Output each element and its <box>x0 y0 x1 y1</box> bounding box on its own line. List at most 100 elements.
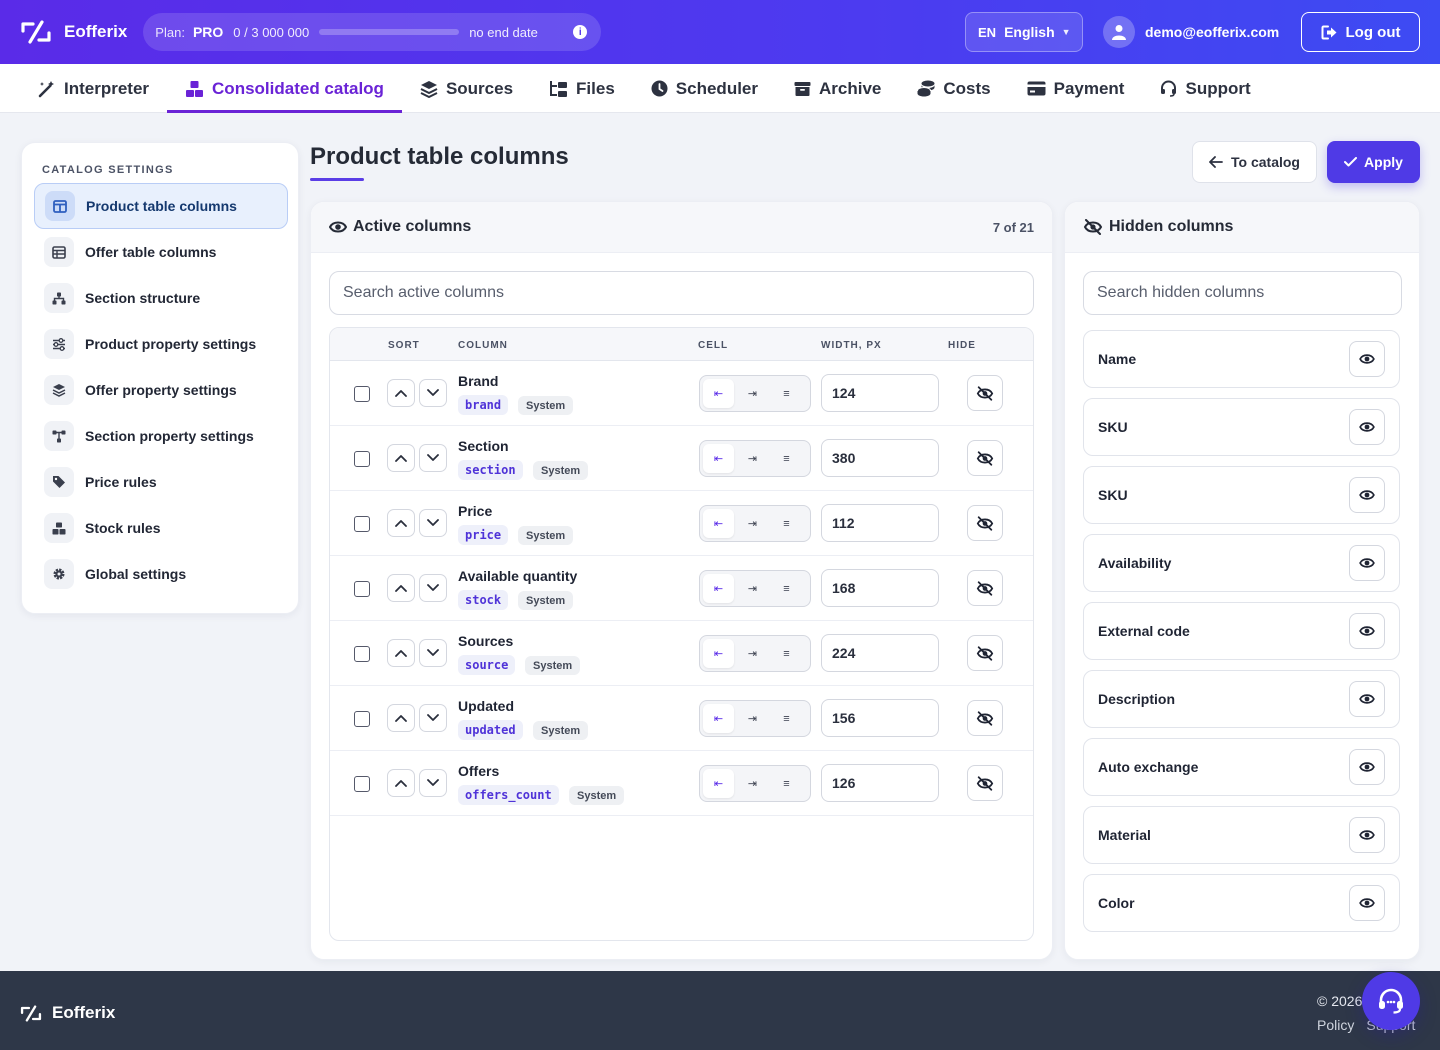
sidebar-item-stock-rules[interactable]: Stock rules <box>34 505 288 551</box>
row-checkbox[interactable] <box>354 711 370 727</box>
sidebar-item-offer-table-columns[interactable]: Offer table columns <box>34 229 288 275</box>
move-down-button[interactable] <box>419 444 447 472</box>
user-menu[interactable]: demo@eofferix.com <box>1103 16 1279 48</box>
show-column-button[interactable] <box>1349 545 1385 581</box>
row-checkbox[interactable] <box>354 386 370 402</box>
move-down-button[interactable] <box>419 379 447 407</box>
move-up-button[interactable] <box>387 509 415 537</box>
show-column-button[interactable] <box>1349 613 1385 649</box>
cell-align-group: ⇤ ⇥ ≡ <box>699 570 811 607</box>
move-down-button[interactable] <box>419 509 447 537</box>
column-name: Offers <box>458 763 500 779</box>
align-right-button[interactable]: ⇥ <box>747 453 758 465</box>
column-width-input[interactable]: 380 <box>821 439 939 477</box>
nav-interpreter[interactable]: Interpreter <box>20 64 167 113</box>
hide-column-button[interactable] <box>967 375 1003 411</box>
row-checkbox[interactable] <box>354 516 370 532</box>
move-up-button[interactable] <box>387 639 415 667</box>
row-checkbox[interactable] <box>354 451 370 467</box>
align-left-button[interactable]: ⇤ <box>703 769 734 798</box>
show-column-button[interactable] <box>1349 681 1385 717</box>
align-left-button[interactable]: ⇤ <box>703 444 734 473</box>
support-chat-button[interactable] <box>1362 972 1420 1030</box>
column-width-input[interactable]: 126 <box>821 764 939 802</box>
nav-archive[interactable]: Archive <box>776 64 899 113</box>
to-catalog-button[interactable]: To catalog <box>1192 141 1317 183</box>
hide-column-button[interactable] <box>967 765 1003 801</box>
nav-consolidated-catalog[interactable]: Consolidated catalog <box>167 64 402 113</box>
align-justify-button[interactable]: ≡ <box>783 712 790 725</box>
align-justify-button[interactable]: ≡ <box>783 517 790 530</box>
align-justify-button[interactable]: ≡ <box>783 387 790 400</box>
nav-payment[interactable]: Payment <box>1009 64 1143 113</box>
catalog-settings-sidebar: CATALOG SETTINGS Product table columns O… <box>21 142 299 614</box>
footer-link-policy[interactable]: Policy <box>1317 1017 1355 1033</box>
column-width-input[interactable]: 224 <box>821 634 939 672</box>
column-width-input[interactable]: 156 <box>821 699 939 737</box>
align-left-button[interactable]: ⇤ <box>703 509 734 538</box>
sidebar-item-label: Offer property settings <box>85 382 237 398</box>
footer-brand[interactable]: Eofferix <box>20 1003 115 1023</box>
move-up-button[interactable] <box>387 769 415 797</box>
sidebar-item-section-structure[interactable]: Section structure <box>34 275 288 321</box>
move-up-button[interactable] <box>387 379 415 407</box>
search-hidden-columns-input[interactable]: Search hidden columns <box>1083 271 1402 315</box>
align-right-button[interactable]: ⇥ <box>747 388 758 400</box>
apply-button[interactable]: Apply <box>1327 141 1420 183</box>
align-justify-button[interactable]: ≡ <box>783 452 790 465</box>
align-right-button[interactable]: ⇥ <box>747 778 758 790</box>
row-checkbox[interactable] <box>354 581 370 597</box>
align-left-button[interactable]: ⇤ <box>703 639 734 668</box>
row-checkbox[interactable] <box>354 776 370 792</box>
show-column-button[interactable] <box>1349 409 1385 445</box>
hide-column-button[interactable] <box>967 700 1003 736</box>
hide-column-button[interactable] <box>967 635 1003 671</box>
sidebar-item-price-rules[interactable]: Price rules <box>34 459 288 505</box>
column-width-input[interactable]: 124 <box>821 374 939 412</box>
nav-sources[interactable]: Sources <box>402 64 531 113</box>
sidebar-item-product-property-settings[interactable]: Product property settings <box>34 321 288 367</box>
align-left-button[interactable]: ⇤ <box>703 379 734 408</box>
language-select[interactable]: EN English ▼ <box>965 12 1083 52</box>
hide-column-button[interactable] <box>967 440 1003 476</box>
nav-costs[interactable]: Costs <box>899 64 1008 113</box>
move-up-button[interactable] <box>387 444 415 472</box>
move-up-button[interactable] <box>387 574 415 602</box>
sidebar-item-product-table-columns[interactable]: Product table columns <box>34 183 288 229</box>
search-active-columns-input[interactable]: Search active columns <box>329 271 1034 315</box>
align-right-button[interactable]: ⇥ <box>747 648 758 660</box>
nav-scheduler[interactable]: Scheduler <box>633 64 776 113</box>
brand-logo[interactable]: Eofferix <box>20 20 127 44</box>
show-column-button[interactable] <box>1349 817 1385 853</box>
row-checkbox[interactable] <box>354 646 370 662</box>
layers-icon <box>44 375 74 405</box>
sidebar-item-global-settings[interactable]: Global settings <box>34 551 288 597</box>
align-left-button[interactable]: ⇤ <box>703 574 734 603</box>
hide-column-button[interactable] <box>967 570 1003 606</box>
align-justify-button[interactable]: ≡ <box>783 582 790 595</box>
column-width-input[interactable]: 112 <box>821 504 939 542</box>
move-up-button[interactable] <box>387 704 415 732</box>
move-down-button[interactable] <box>419 574 447 602</box>
show-column-button[interactable] <box>1349 477 1385 513</box>
info-icon[interactable]: i <box>573 25 588 39</box>
sidebar-item-section-property-settings[interactable]: Section property settings <box>34 413 288 459</box>
show-column-button[interactable] <box>1349 749 1385 785</box>
move-down-button[interactable] <box>419 639 447 667</box>
align-right-button[interactable]: ⇥ <box>747 583 758 595</box>
move-down-button[interactable] <box>419 704 447 732</box>
align-right-button[interactable]: ⇥ <box>747 518 758 530</box>
hide-column-button[interactable] <box>967 505 1003 541</box>
align-justify-button[interactable]: ≡ <box>783 647 790 660</box>
show-column-button[interactable] <box>1349 885 1385 921</box>
align-left-button[interactable]: ⇤ <box>703 704 734 733</box>
logout-button[interactable]: Log out <box>1301 12 1420 52</box>
sidebar-item-offer-property-settings[interactable]: Offer property settings <box>34 367 288 413</box>
align-justify-button[interactable]: ≡ <box>783 777 790 790</box>
show-column-button[interactable] <box>1349 341 1385 377</box>
move-down-button[interactable] <box>419 769 447 797</box>
align-right-button[interactable]: ⇥ <box>747 713 758 725</box>
column-width-input[interactable]: 168 <box>821 569 939 607</box>
nav-support[interactable]: Support <box>1142 64 1268 113</box>
nav-files[interactable]: Files <box>531 64 633 113</box>
